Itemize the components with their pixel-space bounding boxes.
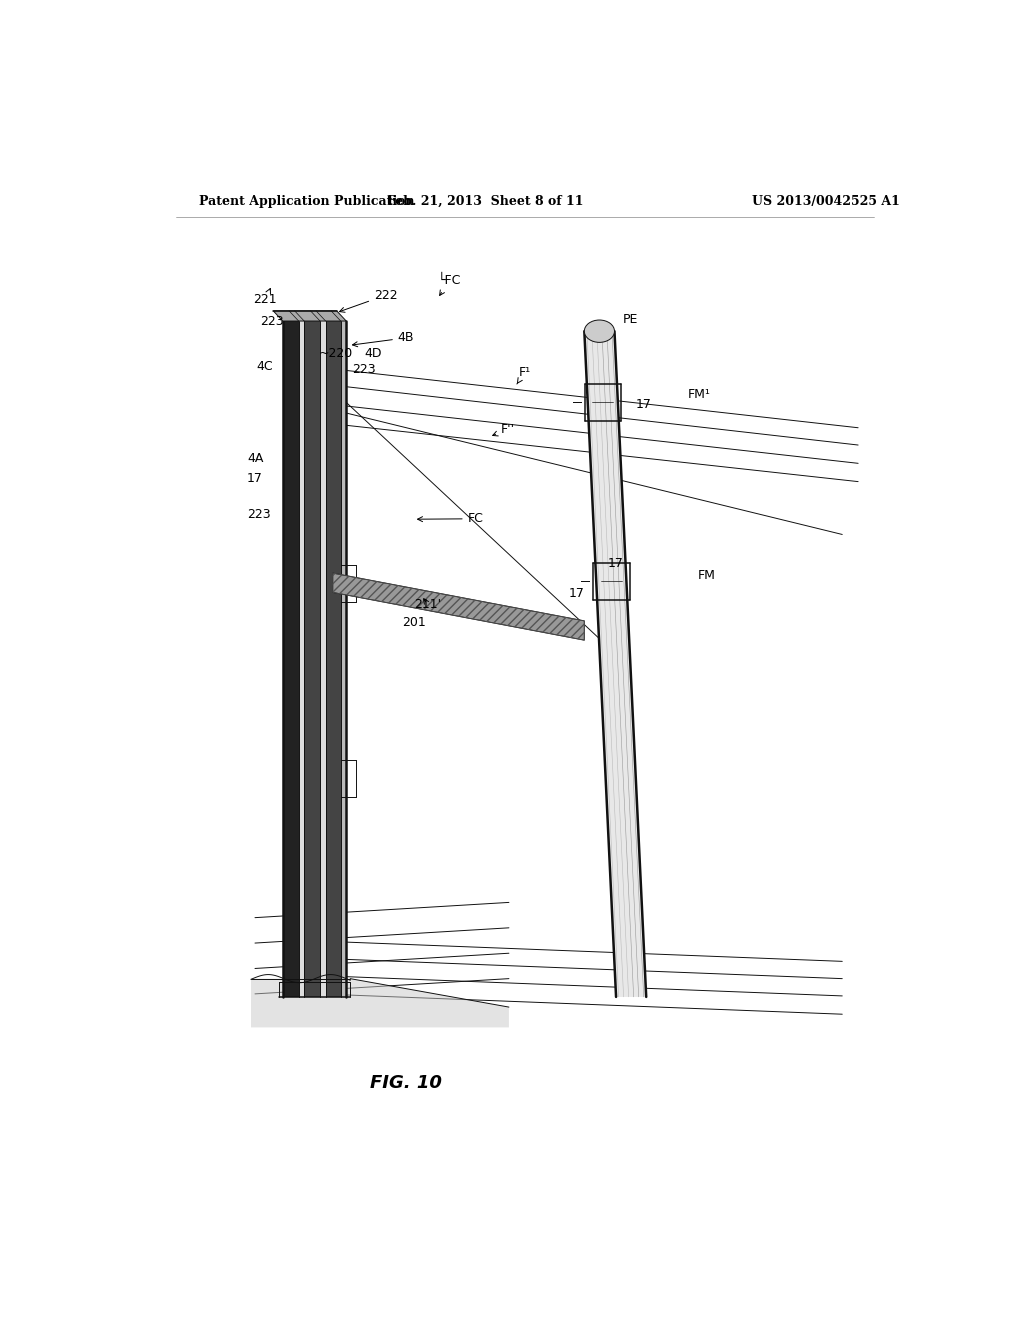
Polygon shape	[585, 331, 646, 997]
Ellipse shape	[585, 319, 614, 342]
Text: └FC: └FC	[437, 275, 461, 296]
Text: 4C: 4C	[257, 360, 273, 374]
Text: 221: 221	[253, 289, 278, 306]
Text: 211': 211'	[414, 598, 440, 611]
Polygon shape	[326, 321, 341, 997]
Text: Patent Application Publication: Patent Application Publication	[200, 194, 415, 207]
Polygon shape	[251, 978, 509, 1027]
Text: FM: FM	[697, 569, 716, 582]
Text: Feb. 21, 2013  Sheet 8 of 11: Feb. 21, 2013 Sheet 8 of 11	[387, 194, 584, 207]
Polygon shape	[299, 321, 304, 997]
Text: FM¹: FM¹	[687, 388, 711, 401]
Text: FC: FC	[418, 512, 483, 525]
Text: 17: 17	[636, 397, 652, 411]
Polygon shape	[341, 321, 346, 997]
Text: 17: 17	[247, 473, 263, 484]
Text: 4D: 4D	[365, 347, 382, 360]
Text: 223: 223	[247, 508, 270, 520]
Text: 17: 17	[568, 587, 585, 599]
Text: 4A: 4A	[247, 451, 263, 465]
Text: 4B: 4B	[352, 331, 415, 347]
Text: US 2013/0042525 A1: US 2013/0042525 A1	[753, 194, 900, 207]
Text: 223: 223	[352, 363, 376, 376]
Text: FIG. 10: FIG. 10	[370, 1074, 441, 1093]
Text: ~220: ~220	[318, 347, 352, 360]
Text: 222: 222	[340, 289, 397, 313]
Text: 201: 201	[401, 616, 426, 630]
Text: F'': F''	[493, 422, 515, 436]
Polygon shape	[333, 573, 585, 640]
Polygon shape	[304, 321, 321, 997]
Polygon shape	[321, 321, 326, 997]
Text: PE: PE	[623, 313, 638, 326]
Polygon shape	[283, 321, 299, 997]
Text: F¹: F¹	[517, 366, 530, 384]
Text: 223: 223	[260, 314, 284, 327]
Polygon shape	[273, 312, 346, 321]
Text: 17: 17	[608, 557, 624, 570]
